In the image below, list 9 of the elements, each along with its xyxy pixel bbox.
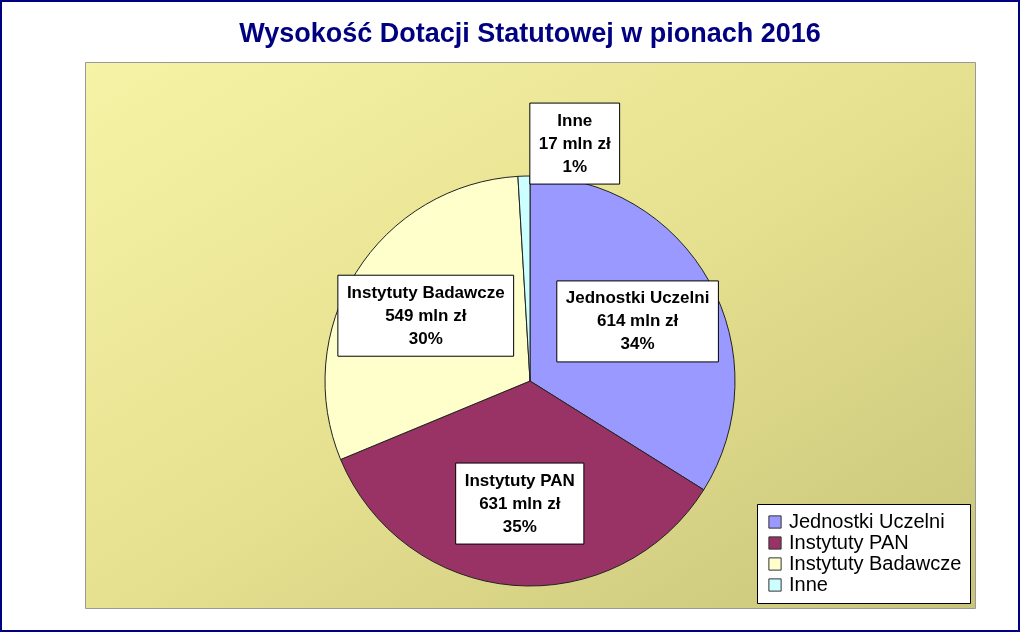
data-label: Jednostki Uczelni 614 mln zł 34% [565, 288, 710, 354]
legend-label: Inne [789, 573, 828, 595]
legend-label: Jednostki Uczelni [789, 510, 945, 532]
chart-title: Wysokość Dotacji Statutowej w pionach 2016 [239, 18, 821, 48]
legend-label: Instytuty PAN [789, 531, 909, 553]
data-label: Instytuty PAN 631 mln zł 35% [464, 470, 575, 536]
data-label: Inne 17 mln zł 1% [538, 110, 611, 176]
legend-label: Instytuty Badawcze [789, 552, 962, 574]
data-label: Instytuty Badawcze 549 mln zł 30% [346, 282, 505, 348]
